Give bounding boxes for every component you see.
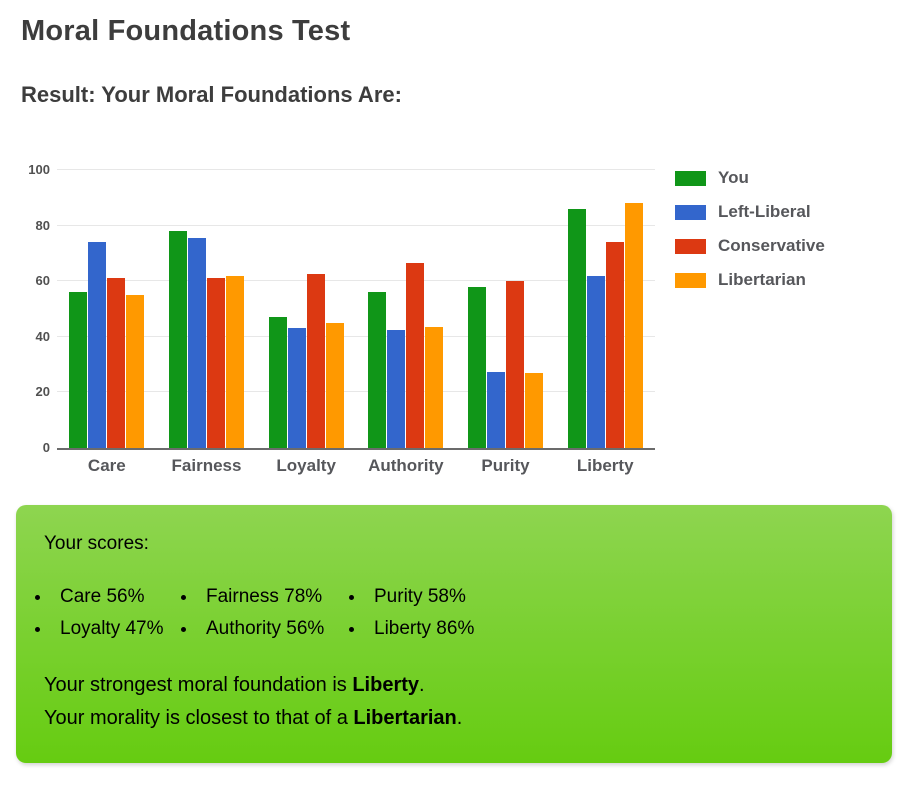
score-item-loyalty: Loyalty 47% bbox=[52, 613, 178, 645]
closest-prefix: Your morality is closest to that of a bbox=[44, 707, 354, 729]
y-axis-tick-80: 80 bbox=[35, 217, 50, 233]
x-axis-label-purity: Purity bbox=[481, 456, 530, 475]
bar-libertarian-loyalty bbox=[325, 322, 344, 448]
bar-you-authority bbox=[368, 292, 387, 448]
bar-conservative-fairness bbox=[207, 278, 225, 448]
y-axis-tick-60: 60 bbox=[35, 273, 50, 289]
bar-you-fairness bbox=[169, 231, 187, 448]
bar-you-liberty bbox=[567, 208, 586, 448]
conclusion-block: Your strongest moral foundation is Liber… bbox=[44, 669, 876, 735]
gridline-20 bbox=[57, 391, 655, 393]
x-axis-label-authority: Authority bbox=[368, 456, 444, 475]
legend-label-libertarian: Libertarian bbox=[718, 270, 806, 289]
score-column-1: Care 56% Loyalty 47% bbox=[32, 581, 178, 645]
x-axis-label-loyalty: Loyalty bbox=[276, 456, 336, 475]
score-item-care: Care 56% bbox=[52, 581, 178, 613]
bar-conservative-purity bbox=[506, 281, 525, 448]
scores-heading: Your scores: bbox=[44, 533, 149, 554]
x-axis-label-liberty: Liberty bbox=[576, 456, 634, 475]
bar-left-liberal-care bbox=[88, 242, 107, 448]
legend-swatch-left-liberal bbox=[675, 204, 706, 220]
bar-you-purity bbox=[468, 286, 487, 448]
y-axis-tick-40: 40 bbox=[35, 328, 50, 344]
score-column-2: Fairness 78% Authority 56% bbox=[178, 581, 346, 645]
gridline-40 bbox=[57, 335, 655, 337]
legend-swatch-conservative bbox=[675, 238, 706, 254]
legend-label-conservative: Conservative bbox=[718, 236, 825, 255]
gridline-80 bbox=[57, 224, 655, 226]
chart-legend: You Left-Liberal Conservative Libertarian bbox=[675, 168, 825, 290]
bar-conservative-authority bbox=[406, 263, 425, 448]
gridline-60 bbox=[57, 280, 655, 282]
bar-libertarian-liberty bbox=[624, 203, 643, 448]
bar-left-liberal-liberty bbox=[586, 275, 605, 448]
x-axis-labels: Care Fairness Loyalty Authority Purity Libert… bbox=[57, 456, 655, 476]
bar-group-purity bbox=[456, 170, 556, 448]
score-item-authority: Authority 56% bbox=[198, 613, 346, 645]
closest-value: Libertarian bbox=[353, 707, 457, 729]
y-axis-tick-20: 20 bbox=[35, 384, 50, 400]
score-list: Care 56% Loyalty 47% Fairness 78% Author… bbox=[32, 581, 876, 645]
bar-left-liberal-loyalty bbox=[287, 328, 306, 448]
score-column-3: Purity 58% Liberty 86% bbox=[346, 581, 474, 645]
score-item-fairness: Fairness 78% bbox=[198, 581, 346, 613]
strongest-value: Liberty bbox=[352, 674, 420, 696]
bar-group-care bbox=[57, 170, 157, 448]
legend-label-you: You bbox=[718, 168, 749, 187]
y-axis-tick-100: 100 bbox=[28, 162, 50, 177]
x-axis-label-care: Care bbox=[87, 456, 126, 475]
bar-group-liberty bbox=[555, 170, 655, 448]
legend-item-you: You bbox=[675, 168, 825, 188]
bar-group-loyalty bbox=[256, 170, 356, 448]
bar-you-care bbox=[69, 292, 88, 448]
result-summary-box: Your scores: Care 56% Loyalty 47% Fairne… bbox=[16, 505, 892, 763]
plot-area bbox=[57, 169, 655, 450]
y-axis-tick-0: 0 bbox=[42, 440, 50, 455]
bar-libertarian-care bbox=[126, 295, 145, 448]
result-subtitle: Result: Your Moral Foundations Are: bbox=[21, 82, 402, 107]
gridline-100 bbox=[57, 169, 655, 170]
bar-left-liberal-authority bbox=[387, 329, 406, 448]
bar-conservative-loyalty bbox=[306, 274, 325, 448]
legend-item-libertarian: Libertarian bbox=[675, 270, 825, 290]
page-title: Moral Foundations Test bbox=[21, 15, 351, 47]
legend-swatch-you bbox=[675, 170, 706, 186]
bar-group-fairness bbox=[157, 170, 257, 448]
bar-left-liberal-purity bbox=[487, 371, 506, 448]
strongest-foundation-line: Your strongest moral foundation is Liber… bbox=[44, 669, 876, 702]
bar-libertarian-purity bbox=[525, 372, 544, 448]
bar-you-loyalty bbox=[268, 317, 287, 448]
x-axis-label-fairness: Fairness bbox=[171, 456, 242, 475]
score-item-purity: Purity 58% bbox=[366, 581, 474, 613]
moral-foundations-bar-chart: Care Fairness Loyalty Authority Purity Libert… bbox=[16, 152, 892, 482]
closest-morality-line: Your morality is closest to that of a Li… bbox=[44, 702, 876, 735]
legend-label-left-liberal: Left-Liberal bbox=[718, 202, 811, 221]
bar-libertarian-fairness bbox=[226, 275, 244, 448]
results-page: Moral Foundations Test Result: Your Mora… bbox=[0, 15, 908, 763]
bar-left-liberal-fairness bbox=[188, 238, 206, 448]
legend-item-conservative: Conservative bbox=[675, 236, 825, 256]
bar-conservative-liberty bbox=[605, 242, 624, 448]
strongest-prefix: Your strongest moral foundation is bbox=[44, 674, 353, 696]
bar-libertarian-authority bbox=[425, 327, 444, 448]
closest-suffix: . bbox=[456, 707, 463, 729]
legend-swatch-libertarian bbox=[675, 272, 706, 288]
bar-conservative-care bbox=[107, 278, 126, 448]
strongest-suffix: . bbox=[419, 674, 425, 696]
legend-item-left-liberal: Left-Liberal bbox=[675, 202, 825, 222]
score-item-liberty: Liberty 86% bbox=[366, 613, 474, 645]
bar-group-authority bbox=[356, 170, 456, 448]
